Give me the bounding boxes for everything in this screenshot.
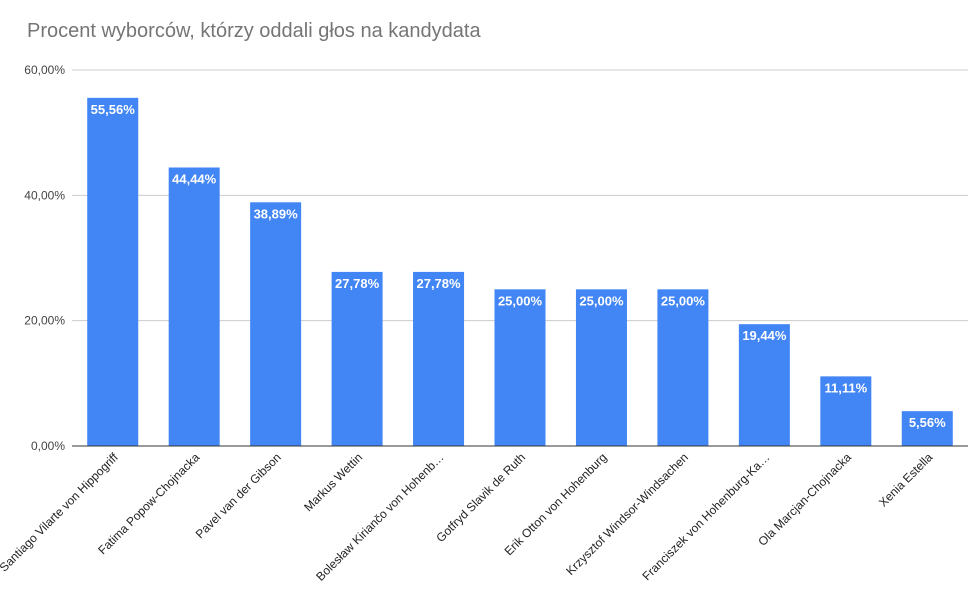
y-tick-label: 0,00% (31, 439, 65, 453)
data-label: 25,00% (661, 293, 706, 308)
data-label: 25,00% (579, 293, 624, 308)
bar (901, 411, 953, 446)
data-label: 38,89% (254, 206, 299, 221)
data-label: 25,00% (498, 293, 543, 308)
y-tick-label: 20,00% (24, 314, 65, 328)
bar (87, 97, 139, 446)
data-label: 5,56% (909, 415, 946, 430)
data-label: 11,11% (824, 380, 867, 395)
bar (413, 271, 465, 446)
x-tick-label: Pavel van der Gibson (193, 450, 284, 541)
bar (738, 324, 790, 446)
bar (575, 289, 627, 446)
data-label: 19,44% (742, 328, 787, 343)
bar (657, 289, 709, 446)
bar (331, 271, 383, 446)
x-tick-label: Ola Marcjan-Chojnacka (755, 450, 854, 549)
y-tick-label: 40,00% (24, 188, 65, 202)
bar (494, 289, 546, 446)
labels: 0,00%20,00%40,00%60,00%55,56%Santiago Vi… (0, 63, 946, 584)
y-tick-label: 60,00% (24, 63, 65, 77)
bar (820, 376, 872, 446)
data-label: 44,44% (172, 172, 217, 187)
data-label: 27,78% (416, 276, 461, 291)
data-label: 27,78% (335, 276, 380, 291)
x-tick-label: Franciszek von Hohenburg-Ka… (639, 450, 772, 583)
x-tick-label: Gotfryd Slavik de Ruth (433, 450, 528, 545)
x-tick-label: Xenia Estella (876, 450, 936, 510)
bar (250, 202, 302, 446)
chart-title: Procent wyborców, którzy oddali głos na … (27, 20, 481, 42)
x-tick-label: Bolesław Kiriančo von Hohenb… (313, 450, 446, 583)
bar (168, 167, 220, 446)
bars (87, 97, 953, 446)
x-tick-label: Markus Wettin (301, 450, 365, 514)
data-label: 55,56% (91, 102, 136, 117)
